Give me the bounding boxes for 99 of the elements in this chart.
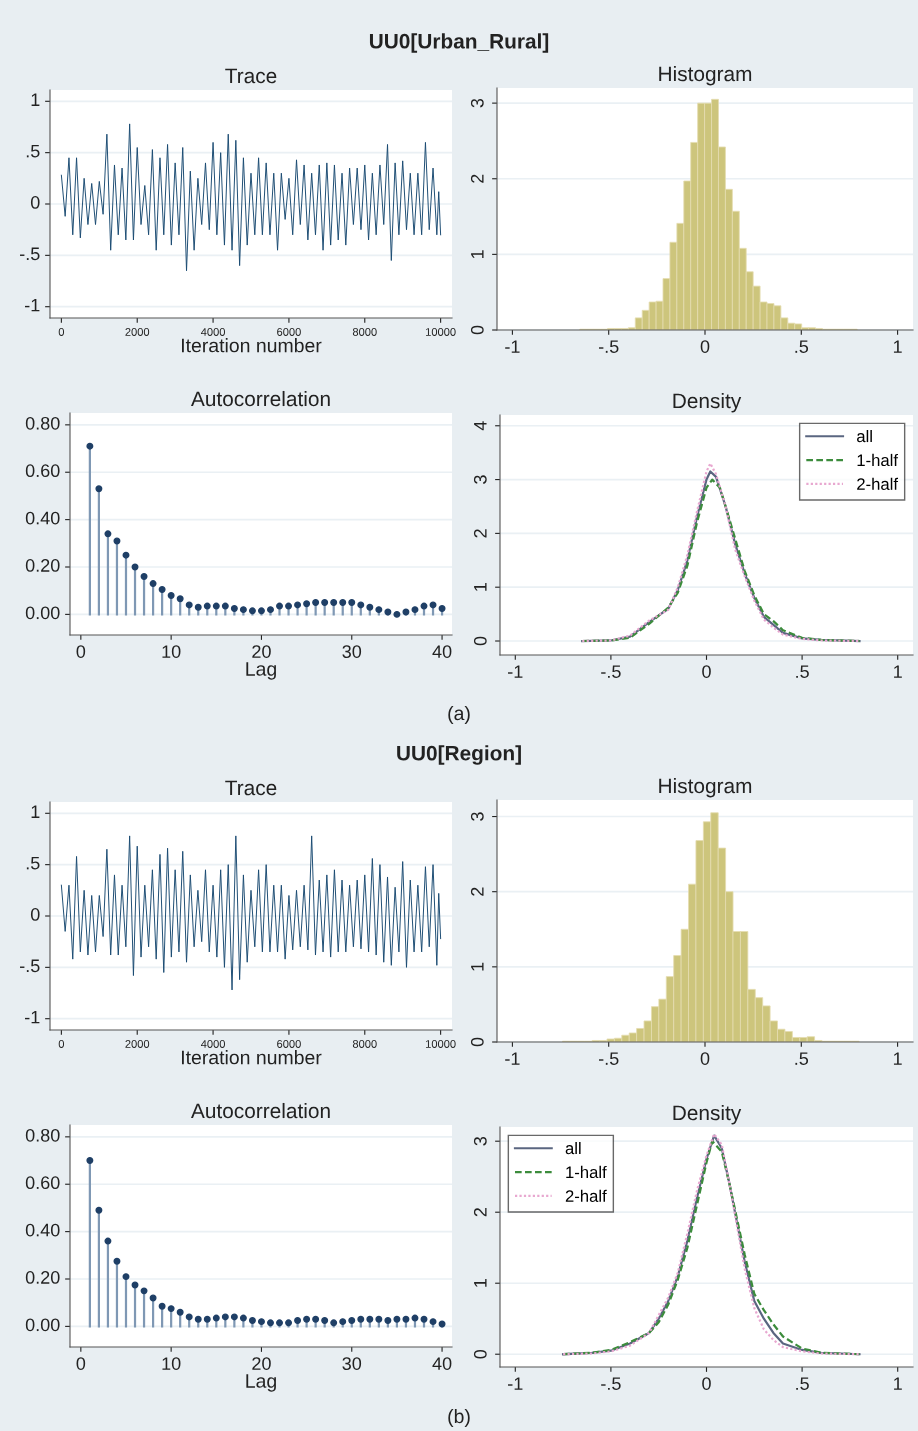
x-tick-label: 2000 [125,1040,150,1048]
x-tick-label: 0 [76,1357,86,1370]
x-tick-label: 0 [58,1040,65,1048]
legend-label: 1-half [857,453,899,467]
x-tick-label: .5 [796,1377,809,1390]
x-tick-label: .5 [796,665,809,678]
text: (b) [448,1408,470,1428]
y-tick-label: 0.40 [25,1223,60,1237]
x-tick-label: 30 [342,1357,362,1370]
chart-title: Histogram [659,65,752,86]
y-tick-label: -.5 [20,959,40,973]
y-tick-label: 3 [473,475,487,484]
x-tick-label: 6000 [277,1040,301,1048]
x-tick-label: 10000 [426,328,456,336]
y-tick-label: 0.80 [25,416,60,430]
x-tick-label: 4000 [200,1040,225,1048]
x-tick-label: 0 [700,340,710,353]
y-tick-label: .5 [26,856,40,870]
x-tick-label: -1 [505,340,520,353]
x-tick-label: 10000 [426,1040,456,1048]
y-tick-label: -1 [25,298,40,312]
y-tick-label: 3 [470,98,484,108]
y-tick-label: 4 [474,421,487,431]
x-tick-label: -.5 [601,665,621,678]
y-tick-label: 0 [473,636,487,646]
legend-label: 1-half [566,1165,607,1179]
x-tick-label: 10 [162,645,181,658]
y-tick-label: 1 [471,250,484,259]
x-tick-label: -1 [508,665,523,678]
text: UU0[Region] [397,745,521,765]
x-tick-label: 1 [893,340,902,353]
x-tick-label: 0 [76,645,86,658]
y-tick-label: 2 [470,887,484,896]
y-tick-label: 1 [474,1279,487,1287]
y-tick-label: 0.80 [25,1128,60,1142]
y-tick-label: 3 [470,812,484,821]
y-tick-label: -.5 [20,247,40,261]
legend-label: all [565,1142,581,1155]
x-tick-label: 0 [700,1052,710,1065]
y-tick-label: -1 [25,1010,40,1024]
x-tick-label: 8000 [352,328,377,336]
x-tick-label: -.5 [598,1052,619,1065]
x-tick-label: 0 [702,665,711,678]
chart-title: Histogram [659,777,752,798]
y-tick-label: 2 [473,1208,487,1217]
chart-title: Autocorrelation [190,390,330,407]
x-tick-label: 20 [252,1357,271,1370]
x-tick-label: .5 [795,340,809,353]
y-tick-label: 0 [473,1349,487,1359]
x-tick-label: 10 [162,1357,181,1370]
x-tick-label: 40 [432,1357,452,1370]
y-tick-label: 1 [31,93,40,106]
x-tick-label: -.5 [601,1377,621,1390]
x-tick-label: 30 [342,645,362,658]
y-tick-label: 1 [471,962,484,971]
chart-title: Trace [225,68,277,84]
x-axis-title: Lag [246,662,276,680]
x-tick-label: -1 [508,1377,523,1390]
x-axis-title: Iteration number [182,1050,322,1065]
y-tick-label: 2 [470,174,484,183]
x-tick-label: 0 [58,328,65,336]
x-tick-label: 8000 [352,1040,377,1048]
x-tick-label: 40 [432,645,452,658]
x-tick-label: 4000 [200,328,225,336]
text: (a) [448,705,470,725]
y-tick-label: 0.60 [25,464,60,478]
x-tick-label: -.5 [598,340,619,353]
text: UU0[Urban_Rural] [369,33,549,53]
y-tick-label: 0.40 [25,511,60,525]
x-tick-label: 1 [894,1377,902,1390]
y-tick-label: 1 [31,805,40,818]
x-tick-label: -1 [505,1052,520,1065]
chart-title: Trace [225,780,277,796]
x-axis-title: Iteration number [182,338,322,353]
y-tick-label: 0.00 [25,606,60,620]
y-tick-label: 3 [473,1136,487,1146]
x-tick-label: 6000 [277,328,301,336]
legend-label: 2-half [565,1189,607,1202]
y-tick-label: 0.20 [25,559,60,572]
x-tick-label: 2000 [125,328,150,336]
chart-title: Autocorrelation [190,1102,330,1119]
y-tick-label: .5 [26,144,40,158]
x-tick-label: 1 [894,665,902,678]
y-tick-label: 0.60 [25,1176,60,1190]
legend-label: 2-half [857,477,899,490]
y-tick-label: 0 [30,196,40,209]
x-tick-label: 20 [252,645,271,658]
y-tick-label: 0 [30,908,40,921]
y-tick-label: 0.00 [25,1318,60,1332]
chart-title: Density [673,1104,742,1125]
x-axis-title: Lag [246,1374,276,1392]
chart-title: Density [673,392,742,413]
y-tick-label: 1 [474,583,487,591]
x-tick-label: .5 [795,1052,809,1065]
legend-label: all [857,430,872,443]
y-tick-label: 2 [473,529,487,538]
y-tick-label: 0.20 [25,1271,60,1284]
x-tick-label: 1 [893,1052,902,1065]
x-tick-label: 0 [702,1377,711,1390]
